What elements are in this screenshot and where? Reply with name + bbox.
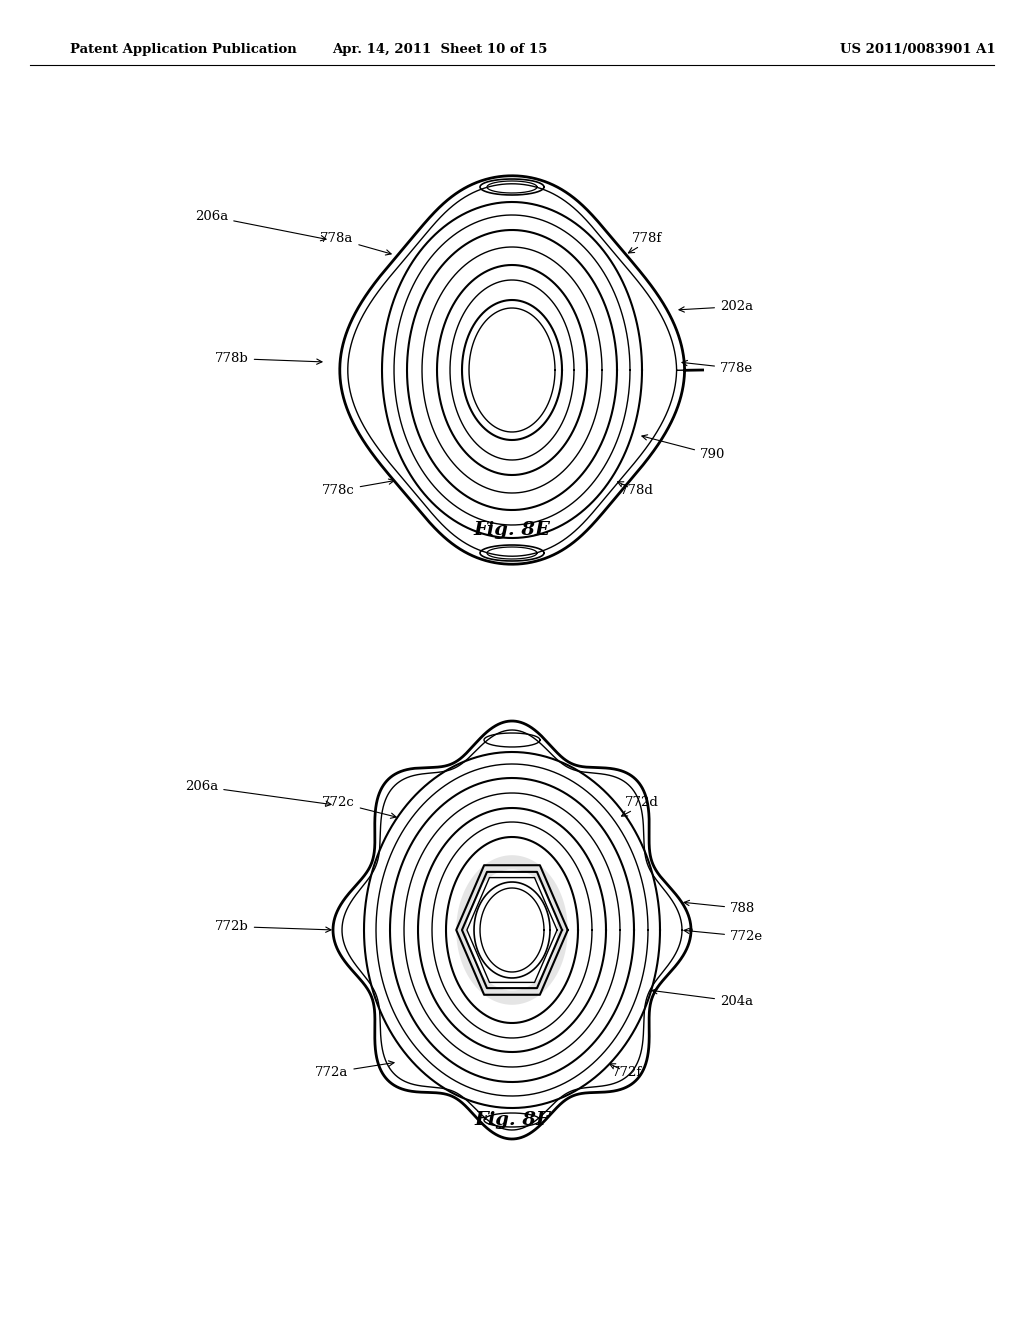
Text: Fig. 8F: Fig. 8F <box>474 1111 550 1129</box>
Text: 778c: 778c <box>322 479 394 498</box>
Text: 206a: 206a <box>185 780 331 807</box>
Text: 772b: 772b <box>215 920 331 933</box>
Text: 772f: 772f <box>612 1067 642 1078</box>
Polygon shape <box>535 931 567 995</box>
Text: 772d: 772d <box>625 796 658 809</box>
Polygon shape <box>484 982 540 1005</box>
Text: 790: 790 <box>642 434 725 461</box>
Text: 772e: 772e <box>684 928 763 942</box>
Text: Apr. 14, 2011  Sheet 10 of 15: Apr. 14, 2011 Sheet 10 of 15 <box>333 44 548 57</box>
Text: 772a: 772a <box>315 1061 394 1078</box>
Text: 204a: 204a <box>652 989 753 1008</box>
Text: 778b: 778b <box>215 352 322 366</box>
Polygon shape <box>457 931 489 995</box>
Polygon shape <box>484 855 540 878</box>
Text: 778e: 778e <box>682 360 753 375</box>
Text: Fig. 8E: Fig. 8E <box>473 521 551 539</box>
Text: 778d: 778d <box>620 484 654 498</box>
Text: 778f: 778f <box>632 232 663 246</box>
Polygon shape <box>535 865 567 931</box>
Polygon shape <box>457 865 489 931</box>
Text: 788: 788 <box>684 900 756 915</box>
Text: 778a: 778a <box>319 232 391 255</box>
Text: 772c: 772c <box>322 796 396 818</box>
Text: US 2011/0083901 A1: US 2011/0083901 A1 <box>840 44 995 57</box>
Text: Patent Application Publication: Patent Application Publication <box>70 44 297 57</box>
Text: 202a: 202a <box>679 300 753 313</box>
Text: 206a: 206a <box>195 210 326 240</box>
